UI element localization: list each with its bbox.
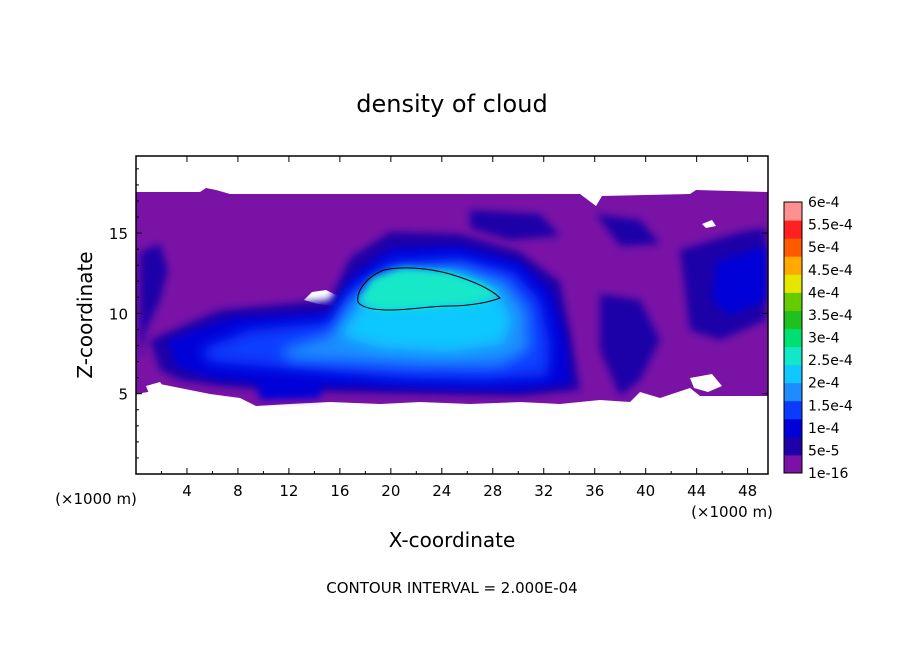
x-tick-label: 20 xyxy=(381,482,400,500)
colorbar-label: 5e-5 xyxy=(808,443,839,459)
contour-interval-note: CONTOUR INTERVAL = 2.000E-04 xyxy=(326,579,577,597)
x-axis-label: X-coordinate xyxy=(389,528,516,552)
cloud-gap xyxy=(702,220,716,228)
colorbar-label: 1e-16 xyxy=(808,466,848,482)
y-tick-label: 15 xyxy=(109,225,128,243)
colorbar-swatch xyxy=(784,436,802,456)
colorbar-label: 2e-4 xyxy=(808,376,840,392)
colorbar-swatch xyxy=(784,454,802,474)
colorbar-label: 3.5e-4 xyxy=(808,308,853,324)
cloud-gap xyxy=(690,374,722,392)
chart-title: density of cloud xyxy=(356,90,547,118)
colorbar-label: 1.5e-4 xyxy=(808,398,853,414)
colorbar-swatch xyxy=(784,220,802,239)
colorbar-frame xyxy=(783,201,803,474)
colorbar-swatch xyxy=(784,202,802,221)
y-tick-label: 10 xyxy=(109,305,128,323)
x-unit-left: (×1000 m) xyxy=(55,490,137,508)
colorbar-label: 4.5e-4 xyxy=(808,263,853,279)
colorbar-label: 5e-4 xyxy=(808,240,840,256)
x-tick-label: 48 xyxy=(738,482,757,500)
y-tick-label: 5 xyxy=(118,386,128,404)
colorbar: 6e-4 5.5e-4 5e-4 4.5e-4 4e-4 3.5e-4 3e-4 2.5e-4… xyxy=(783,195,853,482)
colorbar-swatch xyxy=(784,418,802,438)
colorbar-swatch xyxy=(784,400,802,420)
x-tick-label: 32 xyxy=(534,482,553,500)
colorbar-swatch xyxy=(784,328,802,348)
colorbar-label: 2.5e-4 xyxy=(808,353,853,369)
colorbar-swatch xyxy=(784,274,802,293)
x-tick-label: 44 xyxy=(687,482,706,500)
colorbar-swatch xyxy=(784,310,802,329)
x-tick-label: 24 xyxy=(432,482,451,500)
contour-line xyxy=(357,267,501,311)
x-axis: 4 8 12 16 20 24 28 32 36 40 44 48 xyxy=(160,156,757,500)
colorbar-swatch xyxy=(784,382,802,402)
x-tick-label: 36 xyxy=(585,482,604,500)
cloud-gap xyxy=(146,382,168,396)
colorbar-swatch xyxy=(784,292,802,311)
colorbar-swatch xyxy=(784,364,802,384)
colorbar-label: 4e-4 xyxy=(808,285,840,301)
colorbar-label: 1e-4 xyxy=(808,421,840,437)
colorbar-label: 5.5e-4 xyxy=(808,218,853,234)
colorbar-swatch xyxy=(784,256,802,275)
y-axis: 5 10 15 xyxy=(109,168,768,459)
colorbar-label: 3e-4 xyxy=(808,331,840,347)
colorbar-swatch xyxy=(784,346,802,366)
x-tick-label: 8 xyxy=(233,482,243,500)
x-tick-label: 40 xyxy=(636,482,655,500)
x-unit-right: (×1000 m) xyxy=(691,503,773,521)
x-tick-label: 4 xyxy=(182,482,192,500)
colorbar-swatch xyxy=(784,238,802,257)
y-axis-label: Z-coordinate xyxy=(73,251,97,378)
plot-area xyxy=(136,156,768,474)
colorbar-label: 6e-4 xyxy=(808,195,840,211)
x-tick-label: 12 xyxy=(279,482,298,500)
plot-frame xyxy=(135,155,769,475)
x-tick-label: 16 xyxy=(330,482,349,500)
x-tick-label: 28 xyxy=(483,482,502,500)
